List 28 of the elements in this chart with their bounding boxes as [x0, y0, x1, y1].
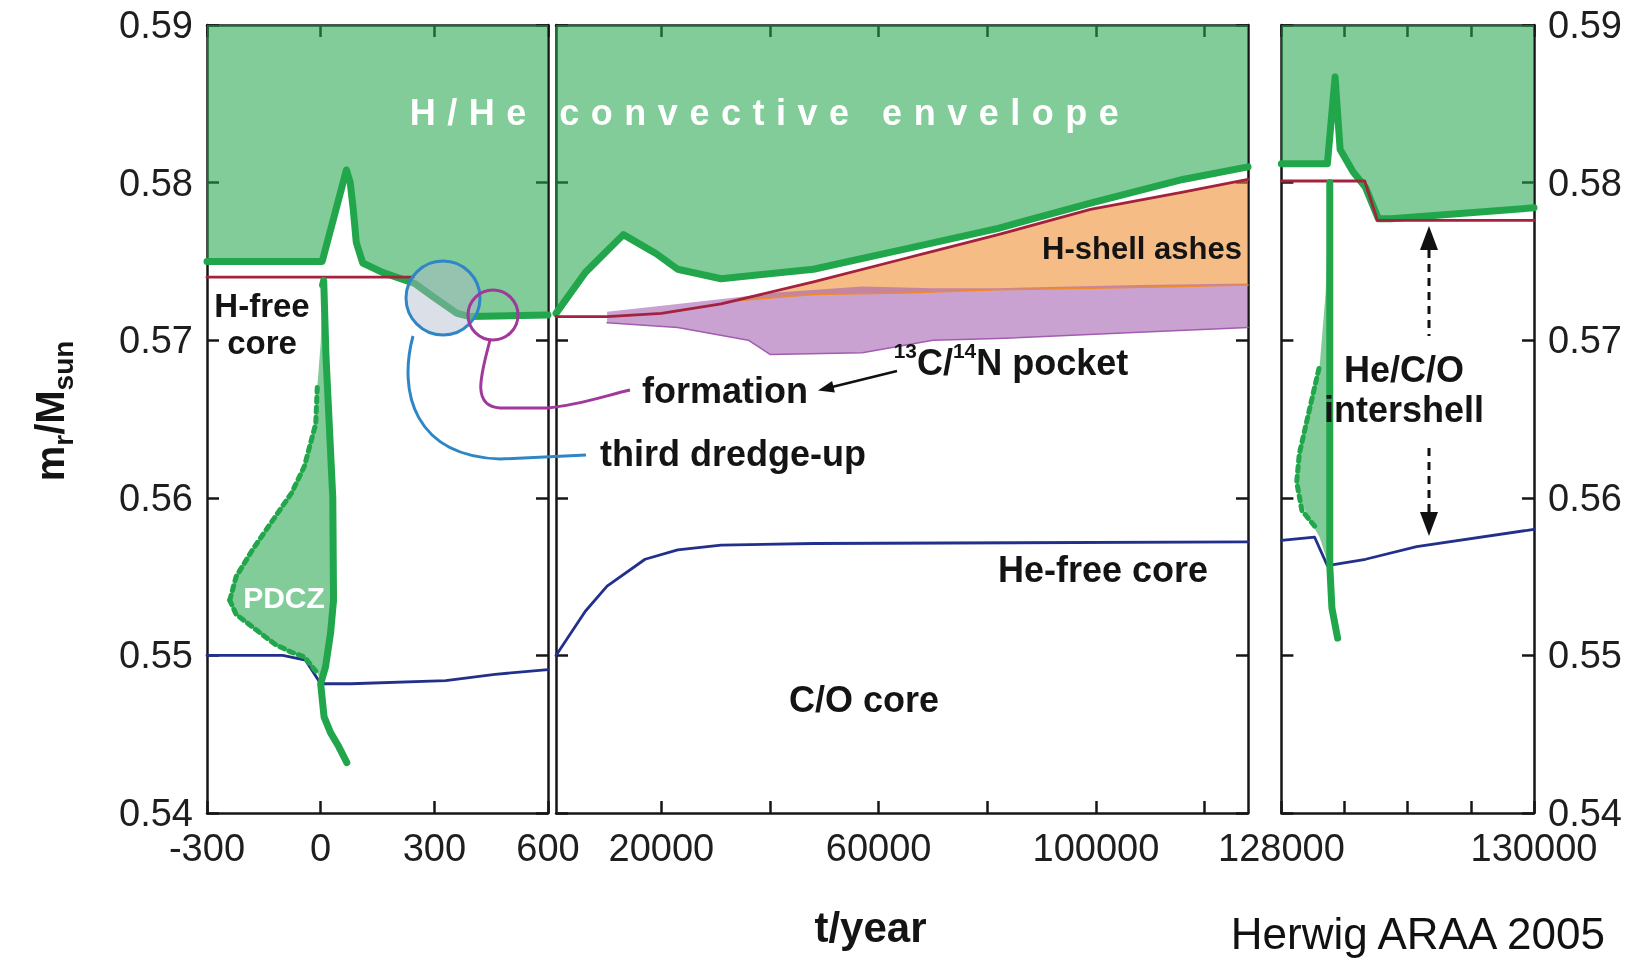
y2-tick-label: 0.57 — [1548, 319, 1622, 362]
x-tick-label: 128000 — [1218, 827, 1345, 869]
y-tick-label: 0.57 — [119, 319, 193, 362]
x-tick-label: 600 — [516, 827, 580, 869]
annotation: H-shell ashes — [1042, 230, 1242, 267]
annotation: C/O core — [788, 678, 940, 721]
y2-tick-label: 0.59 — [1548, 4, 1622, 46]
y2-tick-label: 0.56 — [1548, 476, 1622, 519]
x-tick-label: 0 — [310, 827, 332, 869]
annotation: third dredge-up — [600, 432, 866, 475]
annotation: H-free core — [214, 287, 310, 362]
y-tick-label: 0.58 — [119, 161, 193, 204]
y2-tick-label: 0.55 — [1548, 634, 1622, 677]
annotation: PDCZ — [243, 581, 325, 615]
y2-tick-label: 0.58 — [1548, 161, 1622, 204]
y-tick-label: 0.56 — [119, 476, 193, 519]
text: Herwig ARAA 2005 — [1230, 909, 1605, 959]
y-tick-label: 0.59 — [119, 4, 193, 46]
annotation: H/He convective envelope — [409, 91, 1131, 134]
x-axis-title: t/year — [814, 904, 927, 952]
x-tick-label: 20000 — [608, 827, 715, 869]
x-tick-label: 60000 — [825, 827, 932, 869]
y-tick-label: 0.55 — [119, 634, 193, 677]
annotation: formation — [642, 369, 808, 412]
x-tick-label: 300 — [402, 827, 467, 869]
annotation: $^{13}$C/$^{14}$N pocket — [893, 339, 1129, 384]
annotation: He-free core — [997, 548, 1209, 591]
x-tick-label: 100000 — [1032, 827, 1160, 869]
